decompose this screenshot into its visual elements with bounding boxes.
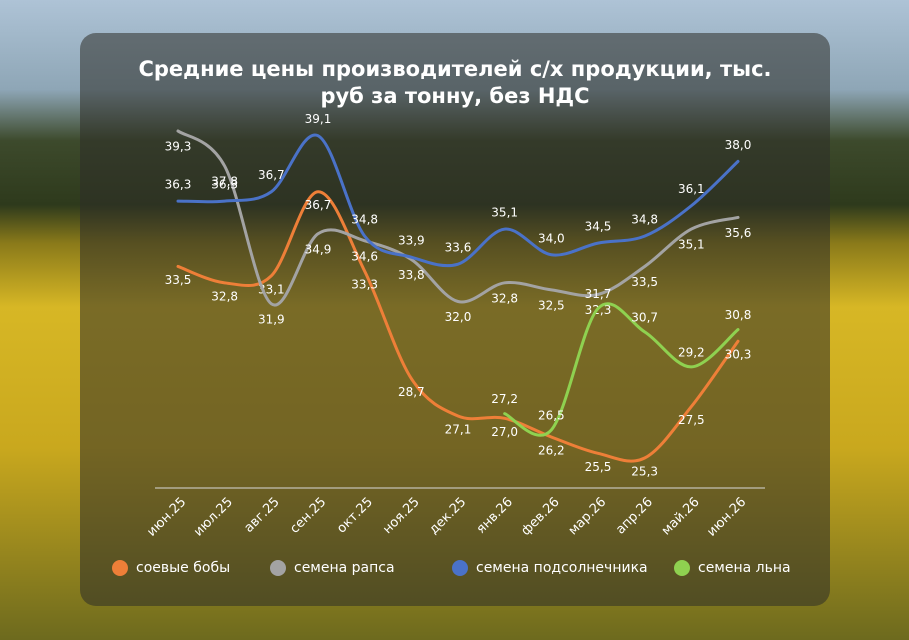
data-label: 36,3 [165, 178, 192, 192]
data-label: 28,7 [398, 385, 425, 399]
data-label: 33,9 [398, 234, 425, 248]
legend-swatch [452, 560, 468, 576]
data-label: 33,5 [631, 275, 658, 289]
legend-label: семена льна [698, 560, 791, 576]
data-label: 25,5 [585, 460, 612, 474]
data-label: 31,7 [585, 287, 612, 301]
data-label: 26,5 [538, 408, 565, 422]
data-label: 33,6 [445, 241, 472, 255]
data-label: 32,8 [211, 289, 238, 303]
data-label: 33,8 [398, 268, 425, 282]
data-label: 34,8 [351, 213, 378, 227]
data-label: 35,1 [491, 206, 518, 220]
data-label: 36,1 [678, 182, 705, 196]
series-line [503, 302, 740, 437]
data-label: 34,5 [585, 220, 612, 234]
data-label: 39,3 [165, 140, 192, 154]
data-label: 32,0 [445, 310, 472, 324]
data-label: 35,1 [678, 238, 705, 252]
x-tick-label: сен.25 [287, 495, 329, 537]
data-label: 27,2 [491, 392, 518, 406]
data-label: 30,8 [725, 308, 752, 322]
data-label: 29,2 [678, 345, 705, 359]
data-label: 34,8 [631, 213, 658, 227]
data-label: 34,9 [305, 242, 332, 256]
data-label: 31,9 [258, 312, 285, 326]
x-tick-label: мар.26 [566, 495, 610, 539]
legend-swatch [270, 560, 286, 576]
data-label: 38,0 [725, 138, 752, 152]
data-label: 32,8 [491, 291, 518, 305]
legend-swatch [674, 560, 690, 576]
legend-label: семена подсолнечника [476, 560, 648, 576]
data-label: 27,0 [491, 425, 518, 439]
x-tick-label: ноя.25 [380, 495, 422, 537]
data-label: 36,7 [305, 198, 332, 212]
data-label: 33,5 [165, 273, 192, 287]
data-label: 26,2 [538, 443, 565, 457]
data-label: 35,6 [725, 226, 752, 240]
x-tick-label: июн.26 [704, 495, 749, 540]
data-label: 39,1 [305, 112, 332, 126]
data-label: 33,3 [351, 278, 378, 292]
legend-label: семена рапса [294, 560, 395, 576]
legend-swatch [112, 560, 128, 576]
x-tick-label: май.26 [659, 495, 703, 539]
data-label: 27,1 [445, 422, 472, 436]
data-label: 32,5 [538, 298, 565, 312]
data-label: 34,0 [538, 231, 565, 245]
data-label: 34,6 [351, 249, 378, 263]
x-tick-label: окт.25 [334, 495, 376, 537]
data-label: 36,7 [258, 168, 285, 182]
series-line [176, 129, 740, 307]
panel [80, 33, 830, 606]
x-tick-label: дек.25 [427, 495, 470, 538]
data-label: 30,7 [631, 310, 658, 324]
series-line [176, 190, 740, 463]
chart-title: Средние цены производителей с/х продукци… [138, 57, 772, 108]
series-line [176, 133, 740, 268]
data-label: 36,3 [211, 178, 238, 192]
data-label: 30,3 [725, 348, 752, 362]
data-label: 27,5 [678, 413, 705, 427]
x-tick-label: фев.26 [518, 495, 562, 539]
x-tick-label: апр.26 [613, 495, 656, 538]
x-tick-label: июл.25 [191, 495, 236, 540]
x-tick-label: июн.25 [144, 495, 189, 540]
data-label: 37,8 [211, 175, 238, 189]
data-label: 25,3 [631, 465, 658, 479]
legend-label: соевые бобы [136, 560, 230, 576]
x-tick-label: янв.26 [474, 495, 516, 537]
x-tick-label: авг.25 [242, 495, 283, 536]
